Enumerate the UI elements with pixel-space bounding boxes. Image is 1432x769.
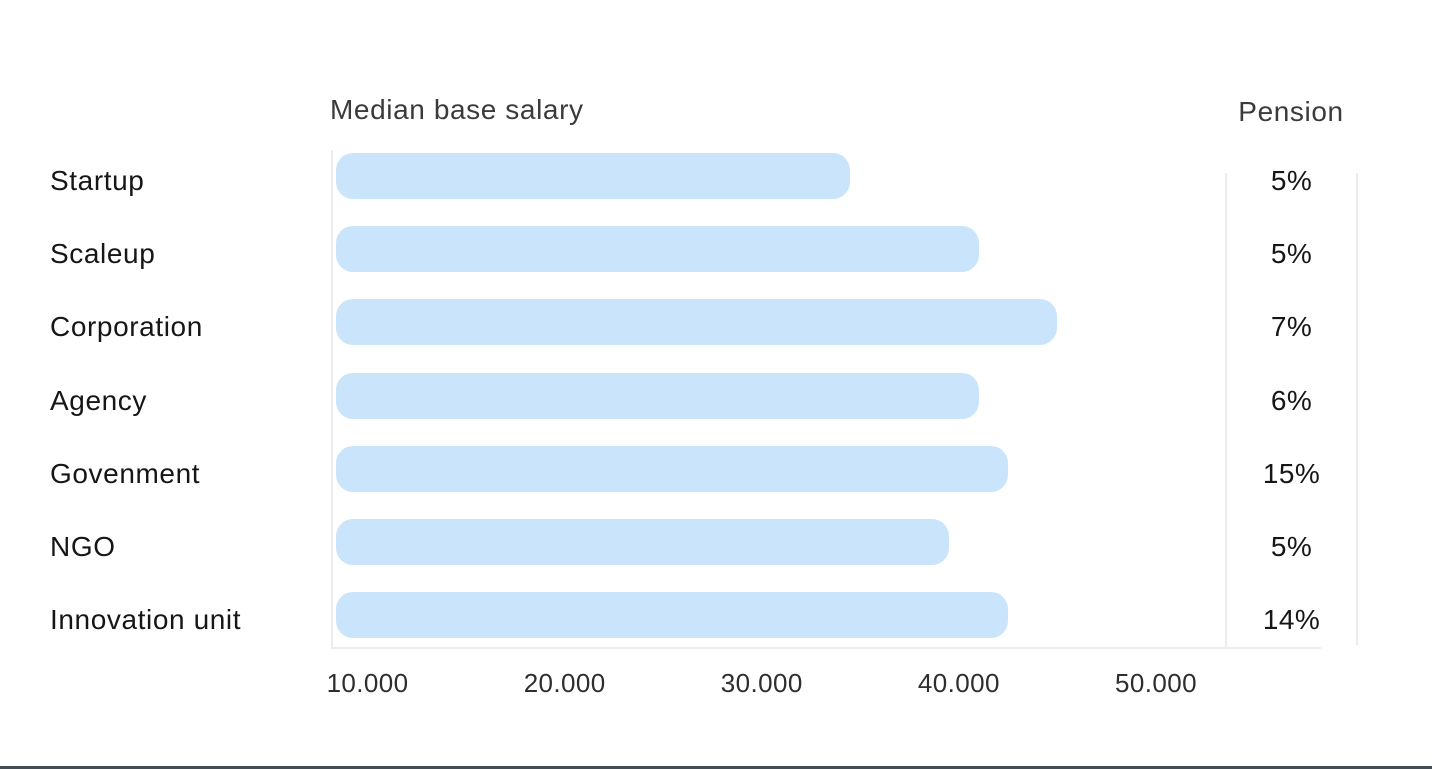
salary-bar xyxy=(336,372,979,419)
pension-value: 7% xyxy=(1270,311,1313,343)
category-label: Corporation xyxy=(50,311,203,343)
category-label: Innovation unit xyxy=(50,604,242,636)
salary-bar xyxy=(336,299,1058,346)
x-axis-tick-label: 40.000 xyxy=(917,668,1000,698)
x-axis-tick-label: 30.000 xyxy=(720,668,803,698)
pension-value: 5% xyxy=(1270,238,1313,270)
pension-value: 5% xyxy=(1270,165,1313,196)
pension-column-title: Pension xyxy=(1238,96,1344,127)
category-label: NGO xyxy=(50,530,116,562)
slide-bottom-rule xyxy=(0,766,1432,769)
x-axis-line xyxy=(331,647,1321,649)
pension-value: 14% xyxy=(1262,604,1321,636)
salary-bar xyxy=(336,518,950,565)
pension-value: 15% xyxy=(1262,457,1321,489)
chart-title: Median base salary xyxy=(330,94,584,125)
salary-bar xyxy=(336,445,1009,492)
category-label: Scaleup xyxy=(50,238,156,270)
category-label: Govenment xyxy=(50,457,201,489)
category-label: Startup xyxy=(50,165,145,196)
x-axis-tick-label: 20.000 xyxy=(523,668,606,698)
salary-bar xyxy=(336,226,979,273)
y-axis-line xyxy=(331,150,333,648)
pension-value: 6% xyxy=(1270,384,1313,416)
pension-value: 5% xyxy=(1270,530,1313,562)
salary-bar xyxy=(336,153,851,199)
pension-column-left-border xyxy=(1225,173,1227,648)
category-label: Agency xyxy=(50,384,147,416)
x-axis-tick-label: 50.000 xyxy=(1115,668,1197,698)
x-axis-tick-label: 10.000 xyxy=(326,668,409,698)
salary-bar xyxy=(336,592,1009,639)
pension-column-right-border xyxy=(1356,173,1358,645)
